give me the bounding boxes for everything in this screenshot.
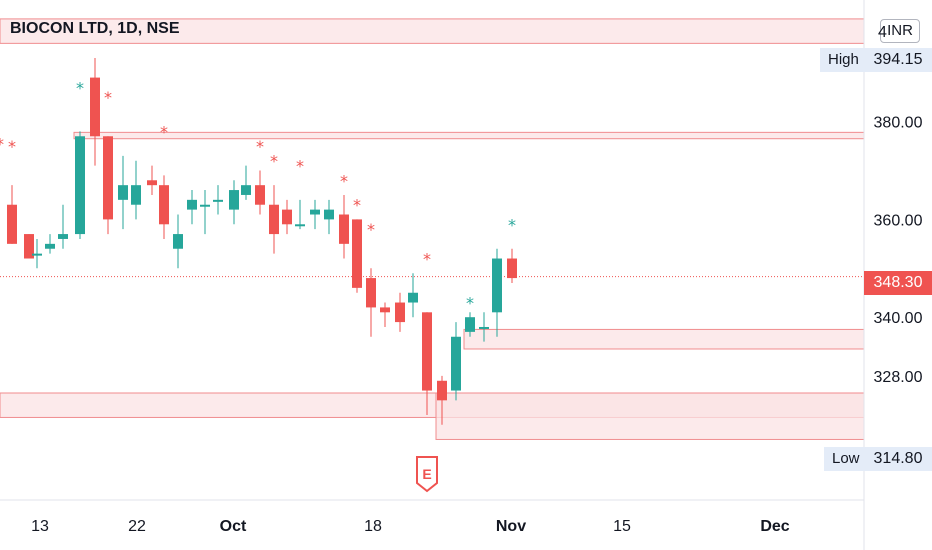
candle-body: [103, 136, 113, 220]
signal-star-marker: *: [256, 137, 264, 156]
candle-body: [173, 234, 183, 249]
earnings-label: E: [422, 466, 431, 482]
candle-body: [395, 302, 405, 323]
candle-body: [118, 185, 128, 200]
candle-body: [380, 307, 390, 313]
time-tick-label: Nov: [496, 518, 526, 535]
time-tick-label: 18: [364, 518, 382, 535]
candle-wicks: [11, 58, 513, 425]
time-tick-label: 13: [31, 518, 49, 535]
candle-bodies: [7, 77, 517, 401]
time-tick-label: 22: [128, 518, 146, 535]
signal-star-marker: *: [367, 220, 375, 239]
candle-body: [32, 253, 42, 256]
signal-star-marker: *: [8, 137, 16, 156]
candle-body: [45, 243, 55, 249]
candle-body: [408, 292, 418, 303]
candle-body: [255, 185, 265, 205]
candle-body: [324, 209, 334, 220]
signal-star-marker: *: [104, 88, 112, 107]
candle-body: [295, 224, 305, 227]
candle-body: [479, 326, 489, 329]
signal-star-marker: *: [270, 152, 278, 171]
price-zones: [0, 18, 865, 440]
candle-body: [282, 209, 292, 225]
candle-body: [507, 258, 517, 279]
candle-body: [451, 336, 461, 391]
price-tick-label: 340.00: [874, 310, 923, 327]
time-tick-label: Oct: [220, 518, 247, 535]
signal-markers: **************: [0, 78, 516, 312]
candle-body: [90, 77, 100, 137]
candle-body: [310, 209, 320, 215]
signal-star-marker: *: [160, 122, 168, 141]
price-zone: [463, 328, 865, 350]
candle-body: [187, 199, 197, 210]
high-label: High: [820, 48, 864, 72]
price-tick-label: 380.00: [874, 115, 923, 132]
candle-body: [7, 204, 17, 244]
candle-body: [213, 199, 223, 202]
price-tick-label: 360.00: [874, 212, 923, 229]
candle-body: [159, 185, 169, 225]
candle-body: [352, 219, 362, 288]
signal-star-marker: *: [0, 135, 4, 154]
time-tick-label: 15: [613, 518, 631, 535]
signal-star-marker: *: [340, 171, 348, 190]
candle-body: [269, 204, 279, 235]
earnings-marker-icon[interactable]: E: [415, 455, 439, 493]
candle-body: [492, 258, 502, 313]
candle-body: [339, 214, 349, 244]
candle-body: [131, 185, 141, 205]
candle-body: [147, 180, 157, 186]
candle-body: [241, 185, 251, 195]
low-label: Low: [824, 447, 864, 471]
signal-star-marker: *: [353, 196, 361, 215]
price-axis-labels: 328.00 340.00 360.00 380.00: [874, 115, 923, 386]
signal-star-marker: *: [466, 294, 474, 313]
high-value: 394.15: [864, 48, 932, 72]
signal-star-marker: *: [423, 250, 431, 269]
last-price-tag: 348.30: [864, 271, 932, 295]
candle-body: [24, 234, 34, 259]
top-cut-tick-label: 4: [878, 24, 887, 41]
candle-body: [422, 312, 432, 391]
time-axis-labels: 13 22 Oct 18 Nov 15 Dec: [31, 518, 790, 535]
chart-title: BIOCON LTD, 1D, NSE: [10, 20, 180, 37]
candle-body: [229, 190, 239, 210]
price-zone: [73, 131, 865, 140]
candle-body: [437, 380, 447, 401]
time-tick-label: Dec: [760, 518, 789, 535]
candle-body: [465, 317, 475, 332]
signal-star-marker: *: [296, 157, 304, 176]
price-tick-label: 328.00: [874, 369, 923, 386]
candle-body: [58, 234, 68, 239]
low-value: 314.80: [864, 447, 932, 471]
currency-button[interactable]: INR: [880, 19, 920, 43]
price-zone: [435, 392, 865, 440]
candle-body: [366, 278, 376, 308]
candle-body: [200, 204, 210, 207]
signal-star-marker: *: [76, 78, 84, 97]
candle-body: [75, 136, 85, 235]
signal-star-marker: *: [508, 215, 516, 234]
